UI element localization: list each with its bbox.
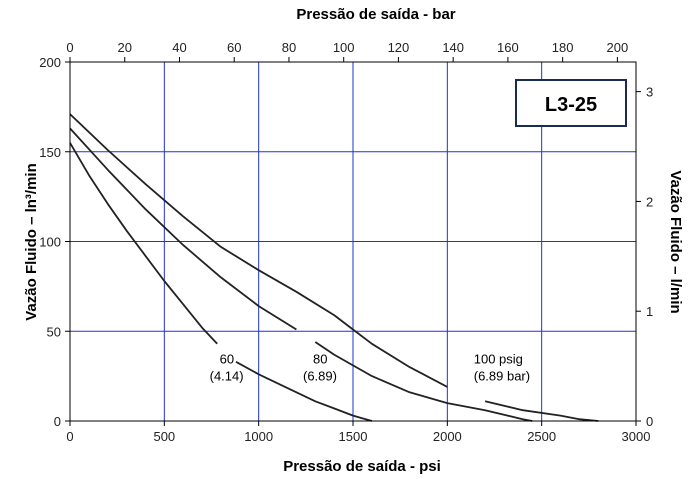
series-label-line: (4.14) xyxy=(210,369,244,384)
series-line xyxy=(69,142,218,345)
series-line xyxy=(69,113,448,388)
right-axis-title: Vazão Fluido – l/min xyxy=(667,170,684,313)
plot-frame xyxy=(69,61,637,422)
model-badge: L3-25 xyxy=(515,79,627,127)
series-label: 60 (4.14) xyxy=(210,352,244,384)
y-left-tick-label: 0 xyxy=(54,414,61,429)
series-line xyxy=(69,127,297,331)
series-label: 80 (6.89) xyxy=(303,352,337,384)
left-axis-title: Vazão Fluido – ln³/min xyxy=(23,163,40,321)
left-axis-title-text: Vazão Fluido – ln³/min xyxy=(23,163,40,321)
y-left-tick-label: 200 xyxy=(39,55,61,70)
series-label-line: 60 xyxy=(220,352,234,367)
curves xyxy=(69,113,599,422)
x-top-tick-label: 100 xyxy=(333,40,355,55)
x-top-tick-label: 160 xyxy=(497,40,519,55)
x-bottom-tick-label: 0 xyxy=(66,429,73,444)
series-line xyxy=(235,361,373,422)
series-line xyxy=(484,400,599,422)
x-bottom-tick-label: 3000 xyxy=(622,429,651,444)
x-bottom-tick-label: 1500 xyxy=(339,429,368,444)
y-left-tick-label: 150 xyxy=(39,145,61,160)
series-line xyxy=(314,341,533,422)
top-axis-title: Pressão de saída - bar xyxy=(296,6,455,23)
x-bottom-tick-label: 2000 xyxy=(433,429,462,444)
series-label-line: 80 xyxy=(313,352,327,367)
x-top-tick-label: 180 xyxy=(552,40,574,55)
y-left-tick-label: 100 xyxy=(39,235,61,250)
x-top-tick-label: 20 xyxy=(118,40,132,55)
y-right-tick-label: 1 xyxy=(646,304,653,319)
x-bottom-tick-label: 2500 xyxy=(527,429,556,444)
y-right-tick-label: 2 xyxy=(646,194,653,209)
x-top-tick-label: 60 xyxy=(227,40,241,55)
series-label: 100 psig (6.89 bar) xyxy=(474,352,530,384)
curve-labels: 60 (4.14) 80 (6.89) 100 psig (6.89 bar) xyxy=(210,352,531,384)
x-top-tick-label: 140 xyxy=(442,40,464,55)
series-label-line: (6.89) xyxy=(303,369,337,384)
model-badge-label: L3-25 xyxy=(545,94,597,116)
x-bottom-tick-label: 1000 xyxy=(244,429,273,444)
bottom-axis-title: Pressão de saída - psi xyxy=(283,458,441,475)
y-left-tick-label: 50 xyxy=(47,324,61,339)
x-top-tick-label: 120 xyxy=(388,40,410,55)
x-top-tick-label: 0 xyxy=(66,40,73,55)
series-label-line: (6.89 bar) xyxy=(474,369,530,384)
series-label-line: 100 psig xyxy=(474,352,523,367)
x-top-tick-label: 200 xyxy=(607,40,629,55)
x-bottom-tick-label: 500 xyxy=(153,429,175,444)
y-right-tick-label: 3 xyxy=(646,85,653,100)
y-right-tick-label: 0 xyxy=(646,414,653,429)
model-badge-box xyxy=(515,79,627,127)
x-top-tick-label: 40 xyxy=(172,40,186,55)
x-top-tick-label: 80 xyxy=(282,40,296,55)
